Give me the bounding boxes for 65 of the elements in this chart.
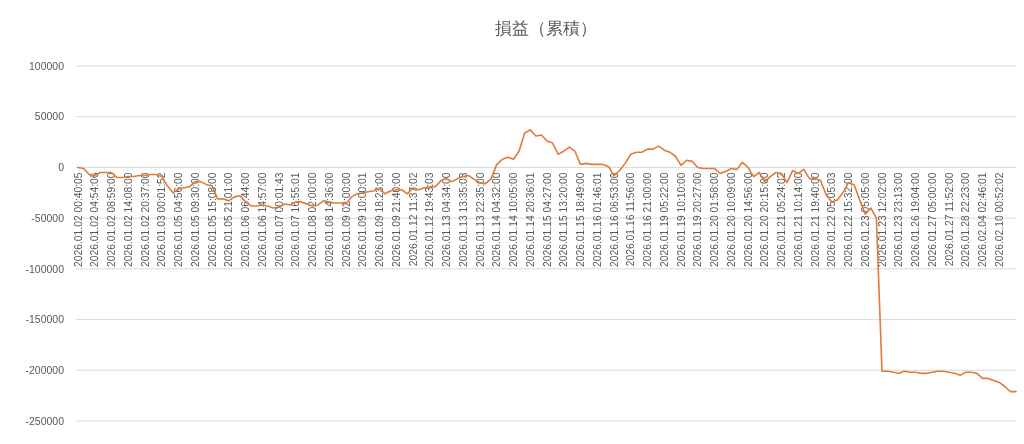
x-tick-label: 2026.01.07 16:55:01	[290, 172, 302, 267]
x-tick-label: 2026.01.21 10:14:00	[792, 172, 804, 267]
x-tick-label: 2026.01.05 04:56:00	[173, 172, 184, 267]
x-tick-label: 2026.01.03 00:01:52	[156, 172, 168, 267]
x-tick-label: 2026.01.20 14:56:00	[742, 172, 754, 267]
y-tick-label: -100000	[25, 262, 65, 275]
x-tick-label: 2026.01.13 13:35:03	[457, 172, 469, 267]
x-tick-label: 2026.01.20 01:58:00	[709, 172, 720, 267]
x-tick-label: 2026.01.02 04:54:06	[89, 172, 101, 267]
x-tick-label: 2026.01.13 04:34:00	[441, 172, 452, 267]
x-tick-label: 2026.01.19 20:27:00	[692, 172, 704, 267]
x-tick-label: 2026.02.10 00:52:02	[993, 172, 1005, 267]
x-tick-label: 2026.01.02 14:08:00	[122, 172, 134, 267]
x-tick-label: 2026.01.27 11:52:00	[943, 172, 955, 267]
x-tick-label: 2026.01.20 10:09:00	[725, 172, 737, 267]
x-tick-label: 2026.02.04 02:46:01	[977, 172, 988, 267]
x-tick-label: 2026.01.02 08:59:00	[106, 172, 117, 267]
x-tick-label: 2026.01.09 21:40:00	[390, 172, 402, 267]
x-tick-label: 2026.01.28 22:23:00	[960, 172, 972, 267]
x-tick-label: 2026.01.07 00:01:43	[273, 172, 285, 267]
x-tick-label: 2026.01.09 10:00:01	[357, 172, 369, 267]
x-tick-label: 2026.01.22 15:32:00	[843, 172, 854, 267]
y-tick-label: -200000	[25, 363, 65, 376]
x-tick-label: 2026.01.15 13:20:00	[558, 172, 570, 267]
y-tick-label: 100000	[28, 59, 65, 72]
x-tick-label: 2026.01.16 11:56:00	[625, 172, 637, 267]
y-tick-label: -50000	[31, 211, 65, 224]
x-tick-label: 2026.01.09 02:00:00	[340, 172, 352, 267]
x-tick-label: 2026.01.05 15:08:00	[206, 172, 218, 267]
x-tick-label: 2026.01.23 05:05:00	[859, 172, 871, 267]
x-tick-label: 2026.01.14 04:32:00	[491, 172, 503, 267]
x-tick-label: 2026.01.13 22:35:00	[474, 172, 486, 267]
x-tick-label: 2026.01.23 23:13:00	[893, 172, 905, 267]
x-tick-label: 2026.01.21 19:40:00	[809, 172, 821, 267]
x-tick-label: 2026.01.19 05:22:00	[658, 172, 670, 267]
x-tick-label: 2026.01.05 21:01:00	[223, 172, 235, 267]
x-tick-label: 2026.01.06 14:57:00	[256, 172, 268, 267]
x-tick-label: 2026.01.15 04:27:00	[541, 172, 553, 267]
x-tick-label: 2026.01.09 18:23:00	[374, 172, 385, 267]
x-tick-label: 2026.01.02 20:37:00	[139, 172, 151, 267]
x-tick-label: 2026.01.16 21:00:00	[642, 172, 653, 267]
chart-title: 損益（累積）	[495, 19, 597, 38]
x-tick-label: 2026.01.15 18:49:00	[575, 172, 586, 267]
x-tick-label: 2026.01.27 05:00:00	[926, 172, 938, 267]
y-tick-label: 0	[58, 161, 65, 174]
x-tick-label: 2026.01.21 05:24:02	[776, 172, 787, 267]
x-tick-label: 2026.01.16 01:46:01	[591, 172, 603, 267]
x-tick-label: 2026.01.05 09:30:00	[189, 172, 201, 267]
x-tick-label: 2026.01.19 10:10:00	[675, 172, 687, 267]
x-tick-label: 2026.01.14 10:05:00	[508, 172, 519, 267]
x-tick-label: 2026.01.08 02:00:00	[307, 172, 318, 267]
x-tick-label: 2026.01.12 11:37:02	[407, 172, 419, 267]
y-tick-label: 50000	[34, 110, 65, 123]
x-tick-label: 2026.01.08 14:36:00	[323, 172, 335, 267]
x-tick-label: 2026.01.14 20:36:01	[524, 172, 536, 267]
x-tick-label: 2026.01.22 05:05:03	[826, 172, 838, 267]
x-tick-label: 2026.01.26 19:04:00	[910, 172, 921, 267]
y-tick-label: -150000	[25, 313, 65, 326]
x-tick-label: 2026.01.12 19:43:03	[424, 172, 436, 267]
x-tick-label: 2026.01.02 00:40:05	[72, 172, 84, 267]
x-tick-label: 2026.01.23 12:02:00	[876, 172, 888, 267]
x-tick-label: 2026.01.20 20:15:00	[759, 172, 771, 267]
x-tick-label: 2026.01.16 06:53:00	[608, 172, 620, 267]
y-tick-label: -250000	[25, 414, 65, 427]
x-tick-label: 2026.01.06 06:44:00	[240, 172, 251, 267]
